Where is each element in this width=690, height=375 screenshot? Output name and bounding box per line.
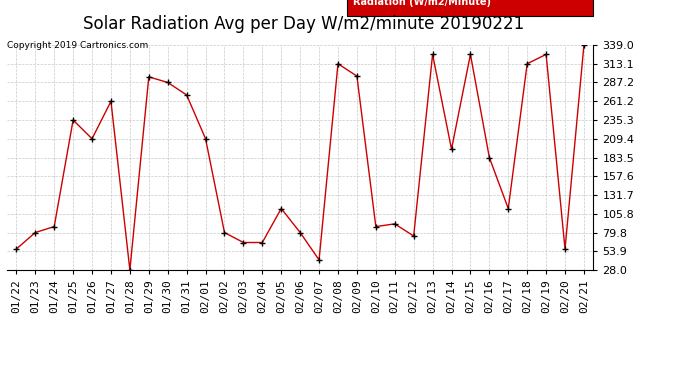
FancyBboxPatch shape (347, 0, 593, 16)
Text: Copyright 2019 Cartronics.com: Copyright 2019 Cartronics.com (7, 41, 148, 50)
Text: Solar Radiation Avg per Day W/m2/minute 20190221: Solar Radiation Avg per Day W/m2/minute … (83, 15, 524, 33)
Text: Radiation (W/m2/Minute): Radiation (W/m2/Minute) (353, 0, 491, 7)
